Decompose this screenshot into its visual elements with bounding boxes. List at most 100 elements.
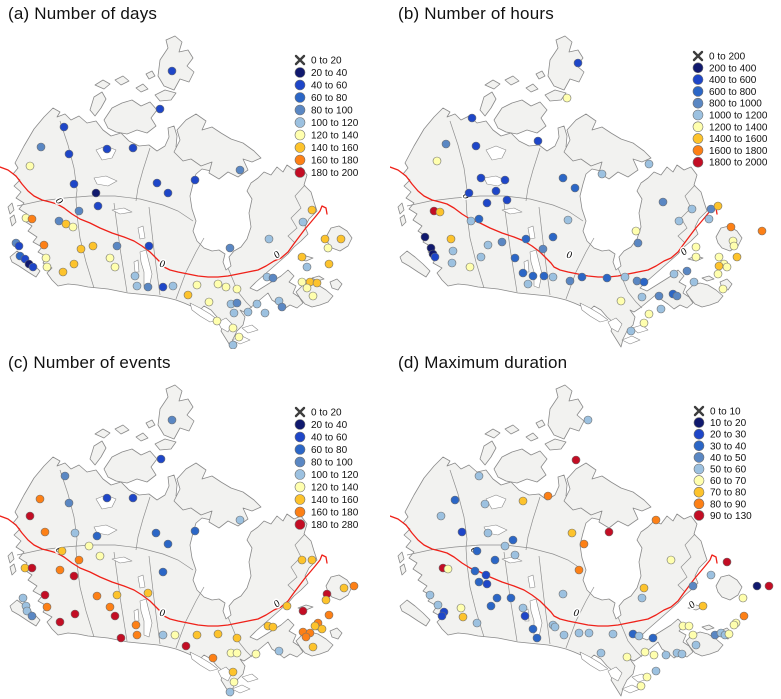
station-marker: [704, 214, 714, 224]
station-marker: [163, 188, 173, 198]
station-marker: [471, 141, 481, 151]
station-marker: [436, 511, 446, 521]
station-marker: [691, 252, 701, 262]
legend-entry: 70 to 80: [693, 486, 747, 499]
station-marker: [577, 272, 587, 282]
station-marker: [474, 577, 484, 587]
station-marker: [167, 415, 177, 425]
legend-dot-icon: [692, 121, 704, 133]
legend-entry: 1400 to 1600: [692, 133, 768, 145]
station-marker: [234, 332, 244, 342]
station-marker: [713, 201, 723, 211]
station-marker: [243, 307, 253, 317]
station-marker: [181, 641, 191, 651]
legend-entry-label: 160 to 180: [311, 508, 359, 519]
station-marker: [320, 234, 330, 244]
station-marker: [447, 258, 457, 268]
canada-basemap-use: [390, 384, 743, 697]
station-marker: [584, 628, 594, 638]
station-marker: [156, 454, 166, 464]
legend-entry-label: 10 to 20: [710, 418, 747, 429]
station-marker: [548, 272, 558, 282]
legend-entry: 90 to 130: [693, 510, 752, 522]
legend-entry: 600 to 800: [692, 86, 757, 98]
station-marker: [620, 272, 630, 282]
legend-entry-label: 20 to 40: [311, 420, 348, 431]
station-marker: [40, 527, 50, 537]
station-marker: [559, 630, 569, 640]
station-marker: [190, 526, 200, 536]
legend-entry-label: 80 to 90: [710, 499, 747, 510]
station-marker: [152, 178, 162, 188]
station-marker: [714, 252, 724, 262]
station-marker: [538, 244, 548, 254]
x-marker-icon: [693, 405, 705, 417]
station-marker: [616, 296, 626, 306]
station-marker: [583, 415, 593, 425]
legend-entry: 200 to 400: [692, 62, 757, 74]
station-marker: [225, 687, 235, 697]
station-marker: [491, 186, 501, 196]
station-marker: [307, 205, 317, 215]
station-marker: [688, 581, 698, 591]
station-marker: [158, 282, 168, 292]
station-marker: [532, 633, 542, 643]
station-marker: [158, 567, 168, 577]
station-marker: [192, 280, 202, 290]
legend-entry: 140 to 160: [294, 494, 359, 506]
station-marker: [116, 633, 126, 643]
station-marker: [167, 66, 177, 76]
legend-entry-label: 800 to 1000: [709, 99, 762, 110]
station-marker: [235, 165, 245, 175]
station-marker: [604, 527, 614, 537]
station-marker: [55, 565, 65, 575]
legend-entry-label: 40 to 60: [311, 81, 348, 92]
station-marker: [213, 279, 223, 289]
legend-entry: 80 to 90: [693, 498, 747, 510]
station-marker: [432, 156, 442, 166]
station-marker: [441, 139, 451, 149]
station-marker: [64, 149, 74, 159]
station-marker: [631, 226, 641, 236]
legend-entry-label: 400 to 600: [709, 75, 757, 86]
station-marker: [688, 630, 698, 640]
station-marker: [131, 620, 141, 630]
legend-entry: 20 to 40: [294, 67, 348, 79]
legend-dot-icon: [693, 440, 705, 452]
station-marker: [55, 617, 65, 627]
x-marker-icon: [294, 54, 306, 66]
station-marker: [143, 282, 153, 292]
station-marker: [636, 681, 646, 691]
legend-dot-icon: [294, 419, 306, 430]
station-marker: [301, 632, 311, 642]
legend-entry: 40 to 50: [693, 452, 747, 464]
station-marker: [622, 652, 632, 662]
station-marker: [640, 647, 650, 657]
legend-entry-label: 180 to 200: [311, 168, 359, 179]
legend-entry-label: 80 to 100: [311, 106, 353, 117]
station-marker: [687, 204, 697, 214]
legend-entry-label: 30 to 40: [710, 441, 747, 452]
station-marker: [235, 515, 245, 525]
station-marker: [456, 603, 466, 613]
station-marker: [39, 240, 49, 250]
station-marker: [691, 640, 701, 650]
station-marker: [190, 175, 200, 185]
station-marker: [221, 282, 231, 292]
station-marker: [213, 629, 223, 639]
station-marker: [93, 201, 103, 211]
station-marker: [651, 666, 661, 676]
legend-entry-label: 60 to 80: [311, 445, 348, 456]
legend-entry: 120 to 140: [294, 481, 359, 494]
station-marker: [76, 244, 86, 254]
canada-basemap-use: [0, 384, 353, 697]
station-marker: [229, 308, 239, 318]
station-marker: [163, 539, 173, 549]
legend-dot-icon: [692, 156, 704, 168]
legend-dot-icon: [294, 92, 306, 103]
isoline-zero-label: 0: [159, 260, 166, 271]
legend-entry: 400 to 600: [692, 74, 757, 86]
station-marker: [510, 550, 520, 560]
station-marker: [229, 677, 239, 687]
